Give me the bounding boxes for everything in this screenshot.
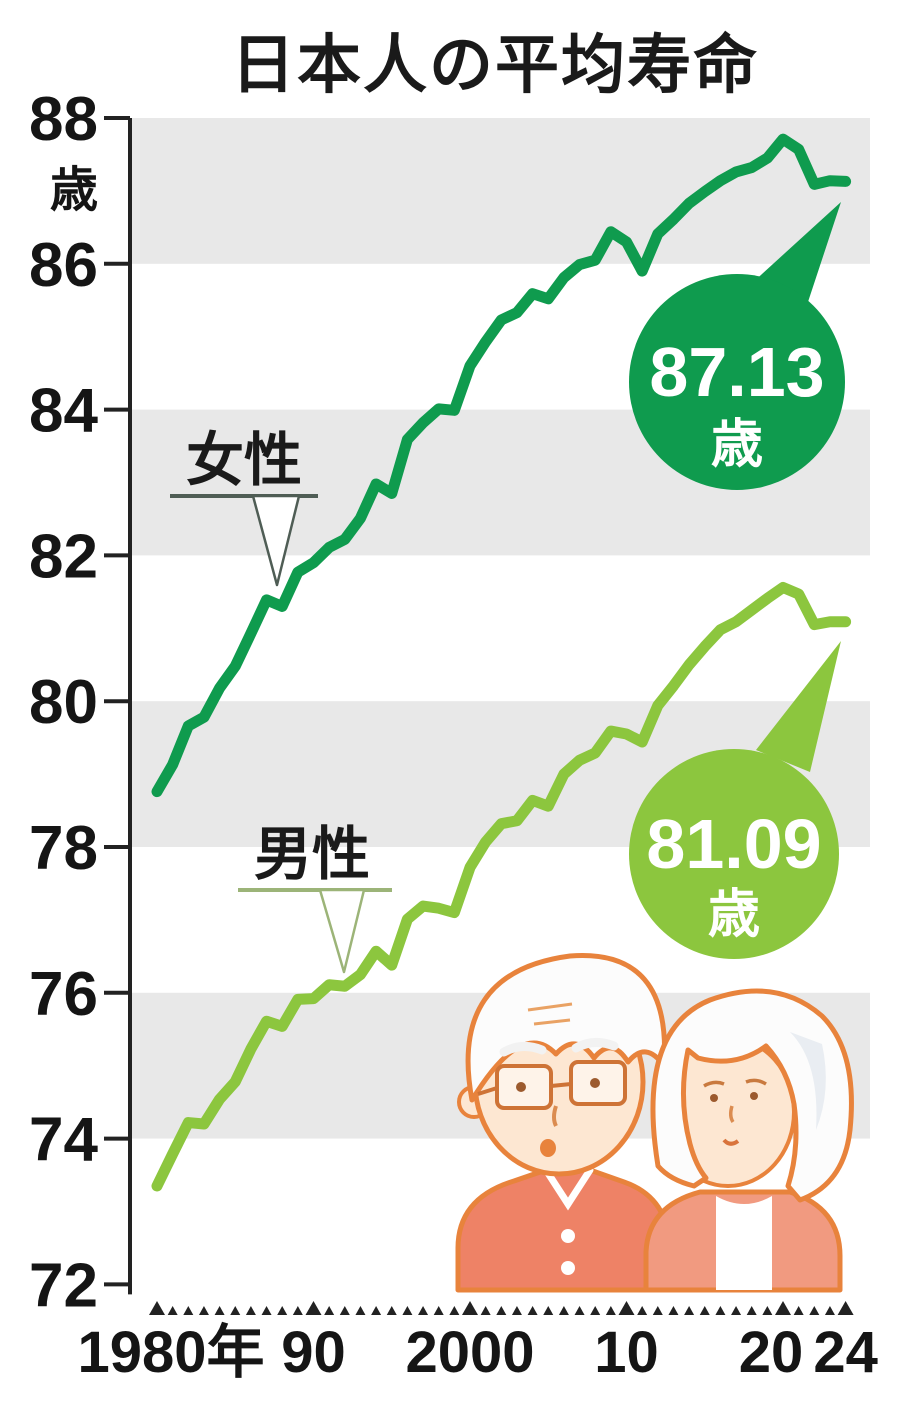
x-axis-dot [558,1306,569,1315]
x-axis-dot [371,1306,382,1315]
x-axis-dot [668,1306,679,1315]
x-axis-dot [261,1306,272,1315]
x-axis-dot [684,1306,695,1315]
female-label-pointer [251,494,301,587]
x-tick-label: 90 [281,1320,346,1385]
x-axis-dot [762,1306,773,1315]
y-tick-label: 84 [29,377,98,446]
x-axis-dot [652,1306,663,1315]
x-axis-dot [277,1306,288,1315]
x-axis-dot [324,1306,335,1315]
x-axis-dot [496,1306,507,1315]
x-tick-label: 2000 [405,1320,534,1385]
woman-hair-shade [790,1032,826,1130]
x-axis-dot [292,1306,303,1315]
man-button [561,1229,575,1243]
x-axis-dot [339,1306,350,1315]
y-axis: 88 86 84 82 80 78 76 74 72 [29,85,132,1320]
band-gray [130,118,870,264]
male-callout-unit: 歳 [708,886,760,944]
x-axis-dot [305,1301,322,1315]
x-axis-dot [386,1306,397,1315]
x-axis-dotted-line [149,1301,854,1315]
woman-inner-top [716,1196,772,1290]
x-axis-dot [775,1301,791,1315]
x-axis-dot [605,1306,616,1315]
x-axis-dot [731,1306,742,1315]
x-axis-dot [167,1306,178,1315]
x-axis-dot [574,1306,585,1315]
male-callout-bubble [629,749,839,959]
man-hair [465,953,668,1103]
y-tick-label: 74 [29,1106,98,1175]
x-tick-label: 24 [813,1320,878,1385]
x-axis-dot [355,1306,366,1315]
male-line [151,581,852,1192]
x-axis-dot [183,1306,194,1315]
x-axis-dot [511,1306,522,1315]
x-axis-dot [214,1306,225,1315]
y-tick-label: 76 [29,960,98,1029]
female-label-text: 女性 [186,428,302,493]
x-axis-dot [824,1306,835,1315]
female-line [151,133,852,798]
x-axis-dot [590,1306,601,1315]
x-tick-label: 20 [739,1320,804,1385]
male-value-callout: 81.09 歳 [629,641,841,959]
x-axis-dot [715,1306,726,1315]
y-tick-label: 80 [29,668,98,737]
male-callout-pointer [756,641,841,772]
x-axis-dot [837,1301,854,1315]
x-tick-labels: 1980年 90 2000 10 20 24 [77,1320,877,1385]
man-face-features [477,1002,627,1157]
y-tick-label: 88 [29,85,98,154]
x-axis-dot [433,1306,444,1315]
x-axis-dot [527,1306,538,1315]
y-axis-unit: 歳 [50,164,98,217]
x-axis-dot [245,1306,256,1315]
y-tick-label: 86 [29,231,98,300]
female-series-label: 女性 [170,428,318,587]
x-axis-dot [198,1306,209,1315]
female-callout-bubble [629,274,845,490]
female-value-callout: 87.13 歳 [629,202,845,490]
female-callout-unit: 歳 [711,416,763,474]
male-label-pointer [318,888,366,974]
y-tick-label: 82 [29,522,98,591]
x-tick-label: 1980年 [77,1320,264,1385]
x-axis-dot [543,1306,554,1315]
male-label-text: 男性 [254,822,370,887]
x-tick-label: 10 [594,1320,659,1385]
x-axis-dot [149,1301,165,1315]
x-axis-dot [230,1306,241,1315]
man-button [561,1261,575,1275]
y-tick-label: 72 [29,1251,98,1320]
female-callout-value: 87.13 [649,333,824,411]
x-axis-dot [637,1306,648,1315]
x-axis-dot [402,1306,413,1315]
male-callout-value: 81.09 [646,805,821,883]
x-axis-dot [746,1306,757,1315]
y-tick-label: 78 [29,814,98,883]
woman-face-features [703,1078,767,1146]
x-axis-dot [793,1306,804,1315]
male-series-label: 男性 [238,822,392,974]
man-collar [542,1166,594,1211]
x-axis-dot [809,1306,820,1315]
x-axis-dot [699,1306,710,1315]
x-axis-dot [480,1306,491,1315]
chart-title: 日本人の平均寿命 [231,29,759,101]
x-axis-dot [618,1301,635,1315]
x-axis-dot [462,1301,478,1315]
x-axis-dot [449,1306,460,1315]
elderly-couple-illustration [455,953,854,1293]
x-axis-dot [418,1306,429,1315]
